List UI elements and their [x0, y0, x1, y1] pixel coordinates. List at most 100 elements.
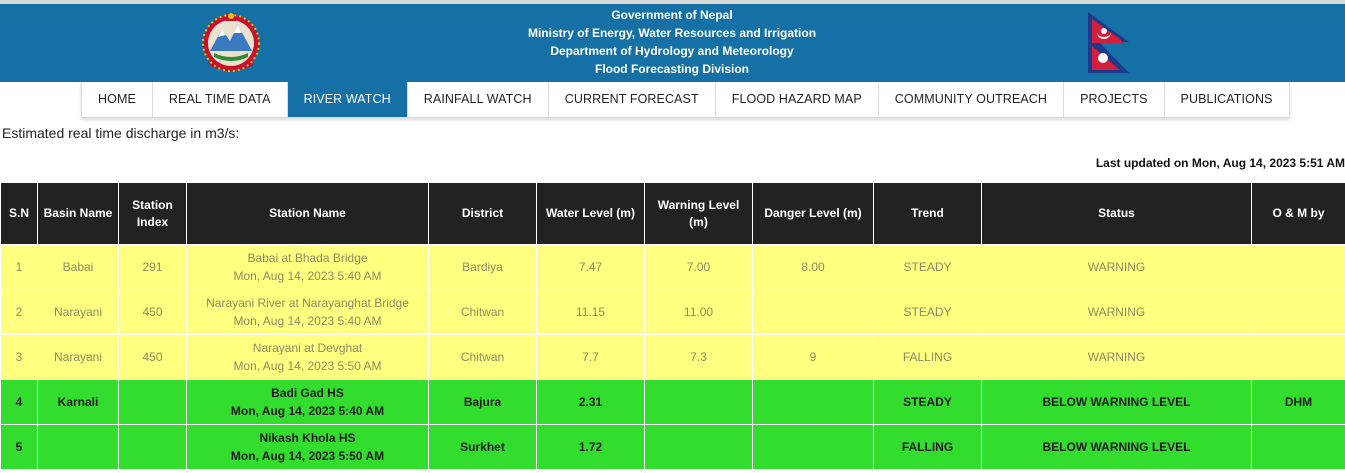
cell-water-level: 2.31	[536, 379, 645, 425]
cell-status: BELOW WARNING LEVEL	[981, 379, 1252, 425]
column-header: District	[428, 182, 537, 245]
table-row: 4 Karnali Badi Gad HS Mon, Aug 14, 2023 5:4…	[0, 379, 1345, 425]
station-name: Babai at Bhada Bridge	[247, 251, 368, 265]
cell-sn: 2	[0, 289, 38, 335]
cell-status: BELOW WARNING LEVEL	[981, 424, 1252, 470]
cell-danger-level	[752, 289, 874, 335]
cell-status: WARNING	[981, 289, 1252, 335]
cell-trend: STEADY	[873, 379, 982, 425]
station-name: Nikash Khola HS	[259, 431, 356, 445]
nav-publications[interactable]: PUBLICATIONS	[1180, 92, 1273, 106]
nav-home[interactable]: HOME	[82, 82, 153, 117]
cell-warning-level: 7.3	[644, 334, 753, 380]
last-updated: Last updated on Mon, Aug 14, 2023 5:51 A…	[1095, 156, 1345, 170]
cell-station-index: 450	[118, 289, 187, 335]
cell-district: Chitwan	[428, 334, 537, 380]
cell-om-by	[1251, 289, 1345, 335]
station-reading-time: Mon, Aug 14, 2023 5:40 AM	[233, 314, 382, 328]
cell-warning-level	[644, 379, 753, 425]
cell-warning-level	[644, 424, 753, 470]
main-navigation: HOME REAL TIME DATA RIVER WATCH RAINFALL…	[81, 82, 1290, 118]
station-reading-time: Mon, Aug 14, 2023 5:50 AM	[230, 449, 385, 463]
cell-district: Bardiya	[428, 244, 537, 290]
header-line-government: Government of Nepal	[611, 8, 733, 22]
cell-station: Narayani River at Narayanghat Bridge Mon,…	[186, 289, 429, 335]
cell-trend: STEADY	[873, 244, 982, 290]
cell-sn: 4	[0, 379, 38, 425]
table-row: 2 Narayani 450 Narayani River at Narayangha…	[0, 289, 1345, 335]
nav-projects[interactable]: PROJECTS	[1064, 82, 1165, 117]
cell-basin: Narayani	[37, 289, 119, 335]
cell-sn: 3	[0, 334, 38, 380]
site-header: Government of Nepal Ministry of Energy, …	[0, 4, 1345, 82]
top-border	[0, 0, 1345, 4]
nav-community-outreach[interactable]: COMMUNITY OUTREACH	[879, 82, 1065, 117]
cell-station-index: 291	[118, 244, 187, 290]
nepal-flag-icon	[1088, 12, 1129, 73]
cell-status: WARNING	[981, 244, 1252, 290]
station-name: Narayani at Devghat	[252, 341, 363, 355]
table-row: 1 Babai 291 Babai at Bhada Bridge Mon, Aug 1…	[0, 244, 1345, 290]
nav-current-forecast[interactable]: CURRENT FORECAST	[549, 82, 716, 117]
page-subtitle: Estimated real time discharge in m3/s:	[2, 125, 240, 141]
cell-warning-level: 11.00	[644, 289, 753, 335]
column-header: Water Level (m)	[536, 182, 645, 245]
cell-water-level: 11.15	[536, 289, 645, 335]
column-header: S.N	[0, 182, 38, 245]
cell-station: Nikash Khola HS Mon, Aug 14, 2023 5:50 AM	[186, 424, 429, 470]
cell-danger-level: 9	[752, 334, 874, 380]
nepal-emblem-icon	[202, 13, 260, 72]
column-header: Station Index	[118, 182, 187, 245]
cell-om-by	[1251, 244, 1345, 290]
cell-om-by	[1251, 424, 1345, 470]
cell-station-index	[118, 379, 187, 425]
station-reading-time: Mon, Aug 14, 2023 5:40 AM	[230, 404, 385, 418]
cell-trend: FALLING	[873, 424, 982, 470]
cell-om-by	[1251, 334, 1345, 380]
cell-basin: Narayani	[37, 334, 119, 380]
cell-station: Narayani at Devghat Mon, Aug 14, 2023 5:5…	[186, 334, 429, 380]
table-row: 3 Narayani 450 Narayani at Devghat Mon, Aug …	[0, 334, 1345, 380]
column-header: Station Name	[186, 182, 429, 245]
header-line-ministry: Ministry of Energy, Water Resources and …	[527, 26, 817, 40]
header-title-block: Government of Nepal Ministry of Energy, …	[422, 6, 922, 78]
cell-status: WARNING	[981, 334, 1252, 380]
nav-river-watch[interactable]: RIVER WATCH	[287, 82, 408, 117]
nav-rainfall-watch[interactable]: RAINFALL WATCH	[408, 82, 549, 117]
column-header: Danger Level (m)	[752, 182, 874, 245]
cell-basin: Babai	[37, 244, 119, 290]
cell-danger-level	[752, 424, 874, 470]
cell-water-level: 7.47	[536, 244, 645, 290]
header-line-division: Flood Forecasting Division	[594, 62, 749, 76]
cell-district: Surkhet	[428, 424, 537, 470]
station-name: Narayani River at Narayanghat Bridge	[206, 296, 409, 310]
cell-om-by: DHM	[1251, 379, 1345, 425]
table-row: 5 Nikash Khola HS Mon, Aug 14, 2023 5:50 A…	[0, 424, 1345, 470]
column-header: Warning Level (m)	[644, 182, 753, 245]
cell-sn: 1	[0, 244, 38, 290]
nav-flood-hazard-map[interactable]: FLOOD HAZARD MAP	[716, 82, 879, 117]
cell-station-index	[118, 424, 187, 470]
header-line-department: Department of Hydrology and Meteorology	[550, 44, 794, 58]
column-header: Basin Name	[37, 182, 119, 245]
column-header: O & M by	[1251, 182, 1345, 245]
cell-water-level: 7.7	[536, 334, 645, 380]
cell-district: Bajura	[428, 379, 537, 425]
cell-danger-level	[752, 379, 874, 425]
nav-real-time-data[interactable]: REAL TIME DATA	[153, 82, 288, 117]
cell-warning-level: 7.00	[644, 244, 753, 290]
station-name: Badi Gad HS	[271, 386, 344, 400]
cell-trend: STEADY	[873, 289, 982, 335]
river-watch-table: S.N Basin Name Station Index Station Nam…	[0, 182, 1345, 470]
cell-station: Badi Gad HS Mon, Aug 14, 2023 5:40 AM	[186, 379, 429, 425]
table-header-row: S.N Basin Name Station Index Station Nam…	[0, 182, 1345, 245]
cell-basin: Karnali	[37, 379, 119, 425]
column-header: Status	[981, 182, 1252, 245]
station-reading-time: Mon, Aug 14, 2023 5:50 AM	[233, 359, 382, 373]
cell-station-index: 450	[118, 334, 187, 380]
cell-trend: FALLING	[873, 334, 982, 380]
column-header: Trend	[873, 182, 982, 245]
cell-sn: 5	[0, 424, 38, 470]
cell-basin	[37, 424, 119, 470]
station-reading-time: Mon, Aug 14, 2023 5:40 AM	[233, 269, 382, 283]
